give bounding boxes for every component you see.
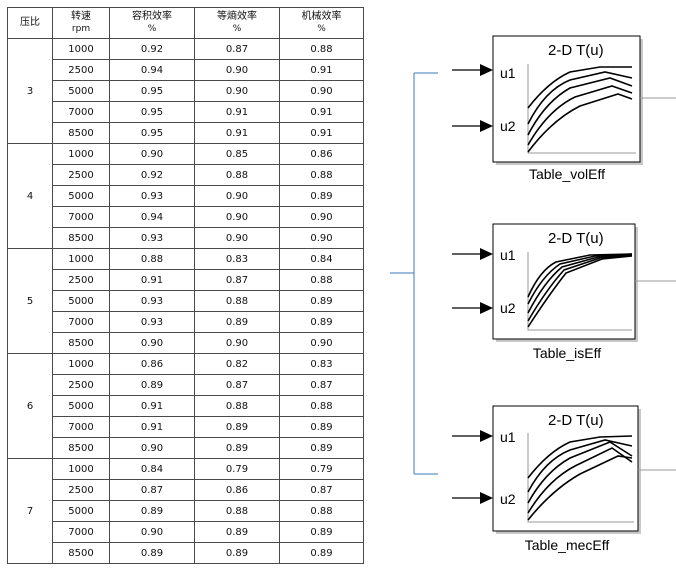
ratio-cell: 3	[7, 38, 53, 144]
table-row: 3 1000 0.92 0.87 0.88	[7, 38, 364, 144]
mec-eff-cell: 0.89	[279, 542, 364, 564]
input-arrow-u2-block2	[452, 302, 493, 314]
block-title: 2-D T(u)	[548, 412, 604, 429]
table-row: 8500 0.90 0.89 0.89	[8, 437, 364, 459]
ratio-cell: 5	[7, 248, 53, 354]
block-title: 2-D T(u)	[548, 42, 604, 59]
mec-eff-cell: 0.84	[279, 248, 364, 270]
header-mec-eff: 机械效率%	[279, 7, 364, 39]
input-arrow-u2-block1	[452, 120, 493, 132]
vol-eff-cell: 0.89	[109, 542, 195, 564]
efficiency-table: 压比 转速 rpm 容积效率% 等熵效率% 机械效率% 3 1000 0.92 0.87…	[7, 7, 364, 564]
ratio-cell: 6	[7, 353, 53, 459]
table-body: 3 1000 0.92 0.87 0.88 2500 0.94 0.90 0.91 5000 0.9…	[7, 38, 364, 564]
table-row: 5000 0.93 0.88 0.89	[8, 290, 364, 312]
is-eff-cell: 0.89	[194, 542, 280, 564]
port-u2-label: u2	[500, 491, 516, 507]
lookup-block-meceff[interactable]: 2-D T(u) u1 u2 Table_mecEff	[492, 405, 676, 553]
table-row: 7000 0.94 0.90 0.90	[8, 206, 364, 228]
efficiency-table-container: 压比 转速 rpm 容积效率% 等熵效率% 机械效率% 3 1000 0.92 0.87…	[7, 7, 364, 564]
header-is-eff: 等熵效率%	[194, 7, 280, 39]
port-u1-label: u1	[500, 247, 516, 263]
block-name: Table_mecEff	[525, 537, 610, 553]
input-arrow-u2-block3	[452, 492, 493, 504]
table-row: 4 1000 0.90 0.85 0.86	[7, 143, 364, 249]
lookup-block-voleff[interactable]: 2-D T(u) u1 u2 Table_volEff	[492, 35, 676, 182]
block-name: Table_isEff	[533, 345, 601, 361]
table-row: 8500 0.89 0.89 0.89	[8, 542, 364, 564]
table-row: 8500 0.90 0.90 0.90	[8, 332, 364, 354]
lookup-plot-icon	[527, 252, 633, 331]
table-header-row: 压比 转速 rpm 容积效率% 等熵效率% 机械效率%	[7, 7, 364, 39]
signal-lines	[390, 72, 438, 475]
block-title: 2-D T(u)	[548, 230, 604, 247]
input-arrow-u1-block2	[452, 248, 493, 260]
table-row: 5 1000 0.88 0.83 0.84	[7, 248, 364, 354]
lookup-plot-icon	[527, 64, 636, 154]
block-name: Table_volEff	[529, 166, 605, 182]
table-row: 5000 0.89 0.88 0.88	[8, 500, 364, 522]
ratio-cell: 4	[7, 143, 53, 249]
table-row: 2500 0.92 0.88 0.88	[8, 164, 364, 186]
table-row: 6 1000 0.86 0.82 0.83	[7, 353, 364, 459]
header-ratio: 压比	[7, 7, 53, 39]
table-row: 2500 0.91 0.87 0.88	[8, 269, 364, 291]
table-row: 7000 0.93 0.89 0.89	[8, 311, 364, 333]
port-u1-label: u1	[500, 65, 516, 81]
port-u2-label: u2	[500, 300, 516, 316]
mec-eff-cell: 0.89	[279, 185, 364, 207]
lookup-block-iseff[interactable]: 2-D T(u) u1 u2 Table_isEff	[492, 223, 676, 361]
input-arrow-u1-block3	[452, 430, 493, 442]
input-arrow-u1-block1	[452, 64, 493, 76]
port-u2-label: u2	[500, 118, 516, 134]
port-u1-label: u1	[500, 429, 516, 445]
lookup-plot-icon	[527, 433, 634, 523]
